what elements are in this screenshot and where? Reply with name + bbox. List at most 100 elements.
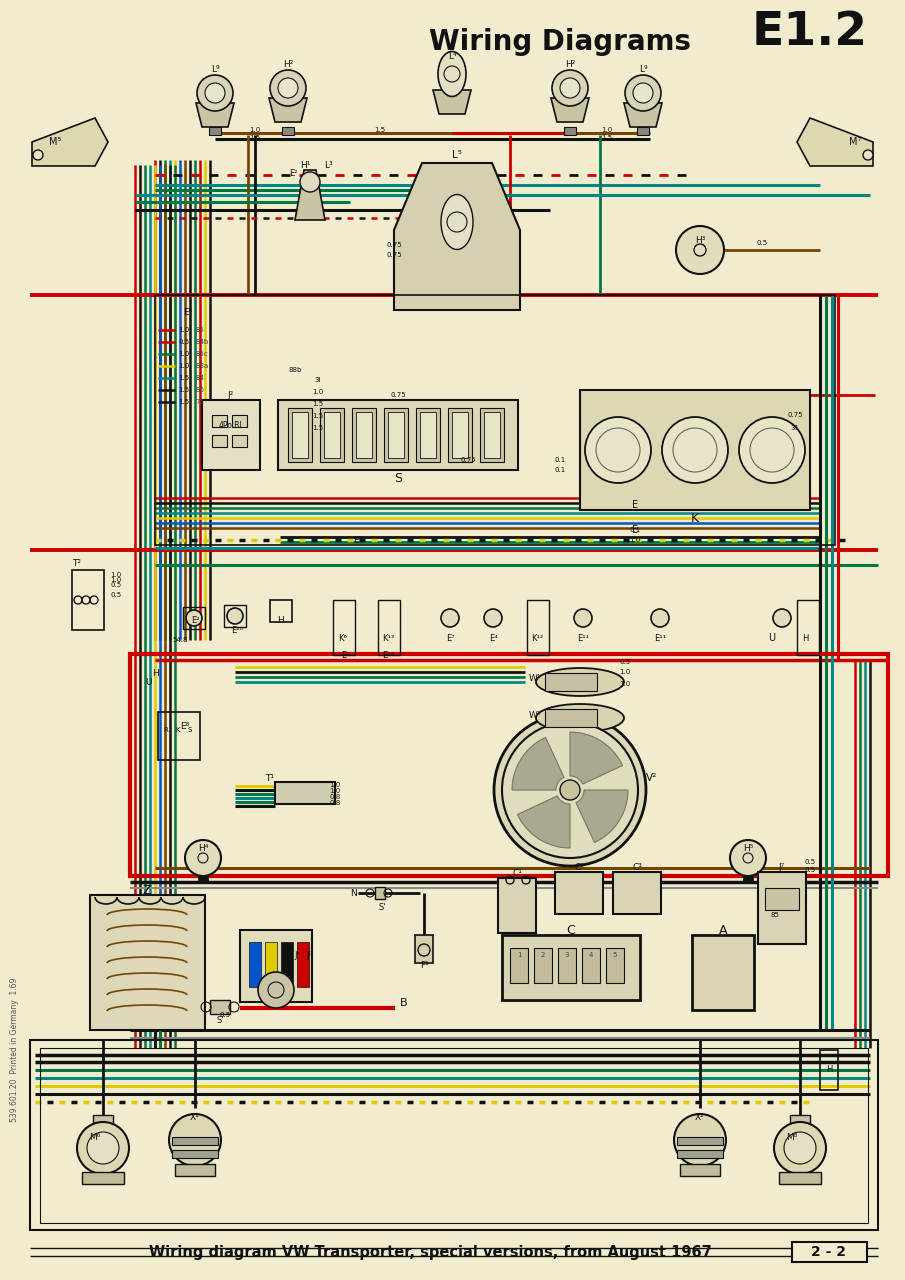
Text: Z: Z <box>143 883 151 896</box>
Text: 1.0: 1.0 <box>250 127 261 133</box>
Text: 1.5: 1.5 <box>375 127 386 133</box>
Text: W¹: W¹ <box>529 673 541 682</box>
Circle shape <box>484 609 502 627</box>
Ellipse shape <box>536 704 624 732</box>
Text: 0.5: 0.5 <box>757 241 767 246</box>
Bar <box>333 600 355 655</box>
Bar <box>275 782 335 804</box>
Text: 0.1: 0.1 <box>555 457 566 463</box>
Bar <box>545 673 597 691</box>
Bar <box>270 600 292 622</box>
Text: 1.0: 1.0 <box>619 681 631 687</box>
Text: H³: H³ <box>695 236 705 244</box>
Bar <box>420 412 436 458</box>
Text: 4Po.BL: 4Po.BL <box>218 421 243 430</box>
Text: L⁹: L⁹ <box>639 64 647 73</box>
Text: 1.0: 1.0 <box>110 577 121 582</box>
Polygon shape <box>570 732 623 785</box>
Ellipse shape <box>441 195 473 250</box>
Text: U: U <box>768 634 776 643</box>
Bar <box>232 415 247 428</box>
Bar <box>130 654 888 876</box>
Circle shape <box>441 609 459 627</box>
Bar <box>692 934 754 1010</box>
Text: 1.5: 1.5 <box>312 425 324 431</box>
Text: N: N <box>350 888 357 897</box>
Bar <box>212 415 227 428</box>
Bar <box>388 412 404 458</box>
Text: B: B <box>400 998 407 1009</box>
Text: E³: E³ <box>340 650 349 659</box>
Bar <box>198 876 208 883</box>
Circle shape <box>186 611 202 626</box>
Polygon shape <box>394 163 520 310</box>
Text: 1.0: 1.0 <box>329 788 340 794</box>
Text: 1.0: 1.0 <box>629 538 641 543</box>
Text: 1.0: 1.0 <box>110 572 121 579</box>
Bar <box>790 1115 810 1126</box>
Text: E¹¹: E¹¹ <box>654 634 666 643</box>
Circle shape <box>662 417 728 483</box>
Text: 0.5: 0.5 <box>219 1012 231 1018</box>
Text: S: S <box>188 727 192 733</box>
Circle shape <box>278 78 298 99</box>
Bar <box>792 1242 867 1262</box>
Text: J⁰: J⁰ <box>307 951 313 960</box>
Text: 1.5: 1.5 <box>602 134 613 141</box>
Bar <box>232 435 247 447</box>
Text: 1.5: 1.5 <box>250 134 261 141</box>
Text: 539.601.20  Printed in Germany  1.69: 539.601.20 Printed in Germany 1.69 <box>9 978 18 1123</box>
Text: E⁷: E⁷ <box>445 634 454 643</box>
Text: A: A <box>719 923 728 937</box>
Text: X²: X² <box>695 1114 705 1123</box>
Text: J²: J² <box>228 390 234 399</box>
Bar <box>820 1050 838 1091</box>
Bar <box>580 390 810 509</box>
Text: H²: H² <box>283 59 293 69</box>
Text: 54.8: 54.8 <box>172 637 187 643</box>
Bar <box>416 408 440 462</box>
Text: 0.5: 0.5 <box>805 859 815 865</box>
Bar <box>375 887 385 899</box>
Bar <box>297 942 309 987</box>
Circle shape <box>774 1123 826 1174</box>
Text: U: U <box>145 677 151 686</box>
Text: 0.8: 0.8 <box>329 794 340 800</box>
Text: Wiring Diagrams: Wiring Diagrams <box>429 28 691 56</box>
Text: K: K <box>176 727 180 733</box>
Ellipse shape <box>536 668 624 696</box>
Text: 1.5: 1.5 <box>312 413 324 419</box>
Circle shape <box>300 172 320 192</box>
Circle shape <box>560 78 580 99</box>
Text: 0.75: 0.75 <box>390 392 405 398</box>
Text: L³: L³ <box>324 160 332 169</box>
Polygon shape <box>269 99 307 122</box>
Circle shape <box>169 1114 221 1166</box>
Bar <box>292 412 308 458</box>
Text: 31: 31 <box>790 425 799 431</box>
Text: S': S' <box>216 1015 224 1024</box>
Text: V²: V² <box>646 773 658 783</box>
Bar <box>564 127 576 134</box>
Text: H: H <box>802 634 808 643</box>
Text: 0.8: 0.8 <box>329 800 340 806</box>
Bar <box>249 942 261 987</box>
Text: 1.0: 1.0 <box>178 364 189 369</box>
Text: 0.5: 0.5 <box>110 582 121 588</box>
Text: E1.2: E1.2 <box>752 9 868 55</box>
Bar <box>202 401 260 470</box>
Bar <box>452 412 468 458</box>
Text: 0.1: 0.1 <box>555 467 566 474</box>
Text: F¹: F¹ <box>420 960 428 969</box>
Text: E¹¹: E¹¹ <box>577 634 589 643</box>
Text: M⁵: M⁵ <box>49 137 62 147</box>
Polygon shape <box>576 790 628 842</box>
Text: H²: H² <box>565 59 576 69</box>
Bar <box>183 607 205 628</box>
Bar <box>324 412 340 458</box>
Bar <box>224 605 246 627</box>
Text: 88b: 88b <box>289 367 301 372</box>
Text: R: R <box>164 727 168 733</box>
Text: M⁶: M⁶ <box>90 1134 100 1143</box>
Text: 2: 2 <box>541 952 545 957</box>
